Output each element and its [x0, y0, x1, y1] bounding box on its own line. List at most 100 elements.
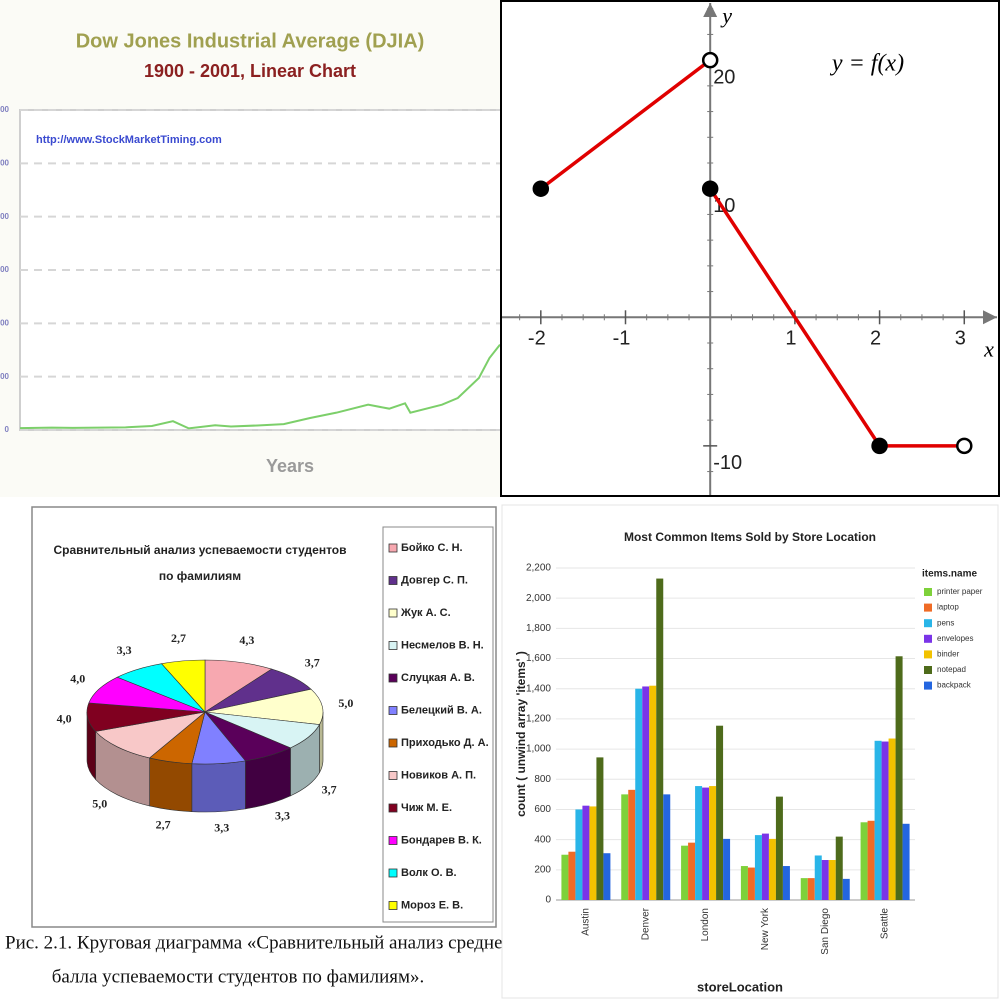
- bar: [642, 686, 650, 900]
- bar: [688, 842, 696, 900]
- chart-title: Сравнительный анализ успеваемости студен…: [53, 543, 346, 557]
- legend-title: items.name: [922, 569, 977, 580]
- legend-swatch: [388, 706, 398, 715]
- y-arrow: [703, 3, 718, 17]
- legend-label: binder: [937, 650, 960, 659]
- legend-swatch: [924, 650, 932, 659]
- y-tick-label: 600: [534, 804, 551, 815]
- caption: балла успеваемости студентов по фамилиям…: [52, 966, 425, 987]
- x-tick-label: San Diego: [820, 908, 831, 955]
- y-tick-label: 10000: [0, 158, 10, 167]
- y-axis-label: count ( unwind array 'items' ): [514, 651, 528, 817]
- bar: [561, 854, 569, 900]
- panel-pie: Сравнительный анализ успеваемости студен…: [5, 506, 519, 987]
- legend-swatch: [388, 543, 398, 553]
- bar: [895, 656, 903, 900]
- pie-slice: [204, 688, 324, 725]
- legend-label: Слуцкая А. В.: [401, 672, 475, 684]
- data-label: 2,7: [156, 817, 171, 831]
- bar: [709, 786, 717, 900]
- legend-box: [382, 526, 494, 923]
- bar: [860, 822, 868, 900]
- bar: [621, 794, 629, 900]
- y-tick-label: 1,600: [526, 653, 551, 664]
- bar: [828, 860, 836, 900]
- bar: [747, 867, 755, 900]
- legend-label: envelopes: [937, 634, 973, 643]
- y-tick-label: 800: [534, 774, 551, 785]
- pie-slice: [95, 711, 207, 759]
- legend-swatch: [924, 588, 932, 596]
- y-tick-label: 2000: [0, 372, 10, 381]
- legend-label: Бондарев В. К.: [401, 834, 482, 846]
- bar: [628, 789, 636, 900]
- data-label: 2,7: [171, 631, 186, 645]
- x-tick-label: 3: [955, 328, 966, 350]
- bar: [768, 838, 776, 900]
- bar: [888, 738, 896, 900]
- legend-swatch: [388, 771, 398, 780]
- bar: [596, 757, 604, 900]
- y-tick-label: 2,200: [526, 563, 551, 574]
- y-tick-label: -10: [713, 452, 742, 474]
- bar: [761, 833, 769, 900]
- legend-label: pens: [937, 618, 954, 627]
- legend-swatch: [388, 641, 398, 650]
- data-label: 4,3: [239, 633, 254, 647]
- y-tick-label: 200: [534, 864, 551, 875]
- x-tick-label: -1: [613, 328, 631, 350]
- legend-swatch: [388, 803, 398, 813]
- bar: [589, 806, 597, 900]
- x-axis-label: storeLocation: [697, 979, 783, 994]
- x-axis-label: Years: [266, 456, 314, 476]
- legend-swatch: [388, 673, 398, 683]
- panel-bar: Most Common Items Sold by Store Location…: [501, 504, 999, 999]
- legend-label: notepad: [937, 665, 966, 674]
- legend-swatch: [388, 836, 398, 845]
- pie-slice: [160, 659, 206, 713]
- y-tick-label: 400: [534, 834, 551, 845]
- chart-title: Most Common Items Sold by Store Location: [624, 530, 876, 544]
- caption: Рис. 2.1. Круговая диаграмма «Сравнитель…: [5, 932, 519, 953]
- bar: [867, 820, 875, 900]
- data-label: 5,0: [338, 696, 353, 710]
- y-tick-label: 1,400: [526, 683, 551, 694]
- legend-label: Чиж М. Е.: [401, 802, 452, 814]
- y-tick-label: 1,800: [526, 623, 551, 634]
- x-tick-label: Austin: [581, 908, 592, 936]
- x-tick-label: New York: [760, 907, 771, 950]
- bar: [603, 853, 611, 900]
- annotation: y = f(x): [830, 51, 904, 77]
- legend-label: Приходько Д. А.: [401, 737, 489, 749]
- y-tick-label: 1,200: [526, 714, 551, 725]
- y-tick-label: 20: [713, 66, 735, 88]
- data-label: 4,0: [57, 711, 72, 725]
- y-tick-label: 8000: [0, 212, 10, 221]
- legend-swatch: [924, 634, 932, 643]
- legend-swatch: [924, 666, 932, 674]
- legend-label: backpack: [937, 681, 972, 690]
- legend-label: Мороз Е. В.: [401, 899, 463, 911]
- y-tick-label: 12000: [0, 105, 10, 114]
- bar: [635, 688, 643, 900]
- legend-label: printer paper: [937, 587, 983, 596]
- bar: [681, 845, 689, 900]
- legend-label: Жук А. С.: [400, 607, 451, 619]
- bar: [881, 741, 889, 900]
- bar: [821, 860, 829, 900]
- y-tick-label: 6000: [0, 265, 10, 274]
- bar: [814, 855, 822, 900]
- bar: [723, 838, 731, 900]
- bar: [800, 878, 808, 900]
- bar: [695, 786, 703, 900]
- panel-djia: Dow Jones Industrial Average (DJIA) 1900 …: [0, 0, 500, 497]
- x-axis-label: x: [983, 336, 994, 361]
- bar: [807, 878, 815, 900]
- bar: [716, 725, 724, 900]
- bar: [568, 851, 576, 900]
- legend-swatch: [388, 868, 398, 878]
- y-tick-label: 4000: [0, 318, 10, 327]
- legend-swatch: [924, 603, 932, 612]
